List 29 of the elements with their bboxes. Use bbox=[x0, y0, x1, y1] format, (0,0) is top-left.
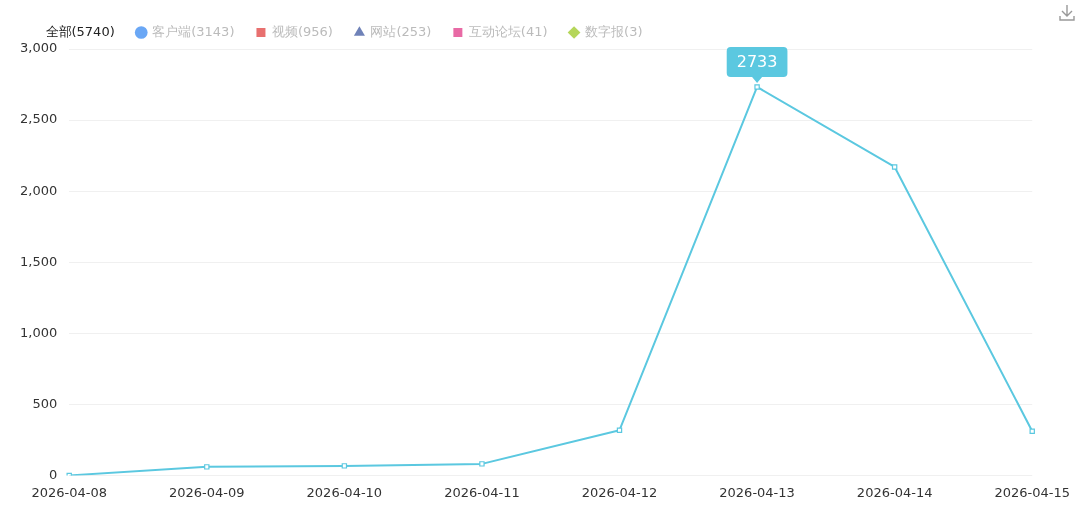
x-tick-label: 2026-04-11 bbox=[444, 484, 520, 500]
x-tick-label: 2026-04-10 bbox=[306, 484, 383, 500]
y-tick-label: 0 bbox=[48, 466, 58, 482]
point bbox=[341, 463, 348, 469]
legend-label: 互动论坛(41) bbox=[468, 23, 548, 39]
point bbox=[616, 427, 623, 433]
legend-label: 客户端(3143) bbox=[152, 23, 235, 39]
point bbox=[754, 84, 760, 90]
y-tick-label: 500 bbox=[32, 395, 58, 411]
point bbox=[479, 461, 485, 467]
y-tick-label: 1,500 bbox=[20, 253, 58, 269]
legend-label: 视频(956) bbox=[271, 23, 333, 39]
x-tick-label: 2026-04-13 bbox=[719, 484, 795, 500]
y-tick-label: 1,000 bbox=[20, 324, 58, 340]
point bbox=[891, 164, 898, 170]
y-tick-label: 3,000 bbox=[20, 40, 58, 56]
x-tick-label: 2026-04-09 bbox=[169, 484, 245, 500]
y-tick-label: 2,000 bbox=[20, 182, 58, 198]
point bbox=[204, 464, 210, 470]
y-tick-label: 2,500 bbox=[20, 111, 58, 127]
x-tick-label: 2026-04-14 bbox=[856, 484, 933, 500]
annotation: 2733 bbox=[736, 52, 778, 72]
point bbox=[1029, 428, 1035, 434]
x-tick-label: 2026-04-08 bbox=[31, 484, 107, 500]
legend-label: 数字报(3) bbox=[585, 23, 643, 39]
text: 全部(5740) bbox=[45, 23, 115, 39]
x-tick-label: 2026-04-15 bbox=[994, 484, 1071, 500]
x-tick-label: 2026-04-12 bbox=[581, 484, 658, 500]
legend-label: 网站(253) bbox=[370, 23, 432, 39]
